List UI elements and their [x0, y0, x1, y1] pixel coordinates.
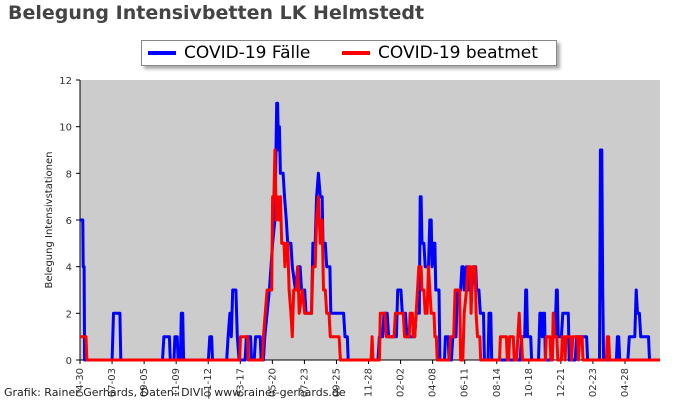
legend-label-faelle: COVID-19 Fälle — [184, 43, 311, 63]
credit-text: Grafik: Rainer Gerhards, Daten: DIVI | w… — [4, 386, 346, 399]
x-tick-label: 09-25 — [331, 368, 342, 397]
x-tick-label: 06-11 — [460, 368, 471, 397]
y-tick-label: 6 — [66, 216, 72, 227]
x-tick-label: 04-30 — [75, 368, 86, 397]
x-tick-label: 04-28 — [620, 368, 631, 397]
y-tick-label: 12 — [59, 76, 72, 87]
chart-title: Belegung Intensivbetten LK Helmstedt — [8, 2, 425, 24]
x-tick-label: 07-23 — [299, 368, 310, 397]
x-tick-label: 04-08 — [428, 368, 439, 397]
y-tick-label: 2 — [66, 309, 72, 320]
y-tick-label: 8 — [66, 169, 72, 180]
x-tick-label: 08-14 — [492, 368, 503, 397]
legend-swatch-faelle — [148, 51, 176, 55]
x-tick-label: 01-12 — [203, 368, 214, 397]
x-tick-label: 12-21 — [556, 368, 567, 397]
legend-item-beatmet: COVID-19 beatmet — [342, 41, 538, 65]
series-group — [80, 101, 660, 362]
legend-item-faelle: COVID-19 Fälle — [148, 41, 310, 65]
plot-area — [80, 80, 660, 360]
x-tick-label: 11-09 — [171, 368, 182, 397]
series-line-beatmet — [80, 148, 660, 362]
legend-swatch-beatmet — [342, 51, 370, 55]
y-tick-label: 0 — [66, 356, 72, 367]
y-tick-label: 4 — [66, 263, 72, 274]
x-tick-label: 09-05 — [139, 368, 150, 397]
x-tick-label: 03-17 — [235, 368, 246, 397]
chart-legend: COVID-19 Fälle COVID-19 beatmet — [141, 40, 557, 66]
y-axis: 0 2 4 6 8 10 12 — [59, 76, 81, 367]
x-tick-label: 10-18 — [524, 368, 535, 397]
x-tick-label: 11-28 — [364, 368, 375, 397]
x-tick-label: 07-03 — [107, 368, 118, 397]
y-axis-label: Belegung Intensivstationen — [44, 151, 55, 288]
x-tick-label: 02-23 — [588, 368, 599, 397]
x-tick-label: 05-20 — [267, 368, 278, 397]
legend-label-beatmet: COVID-19 beatmet — [378, 43, 538, 63]
x-tick-label: 02-02 — [396, 368, 407, 397]
y-tick-label: 10 — [59, 123, 72, 134]
